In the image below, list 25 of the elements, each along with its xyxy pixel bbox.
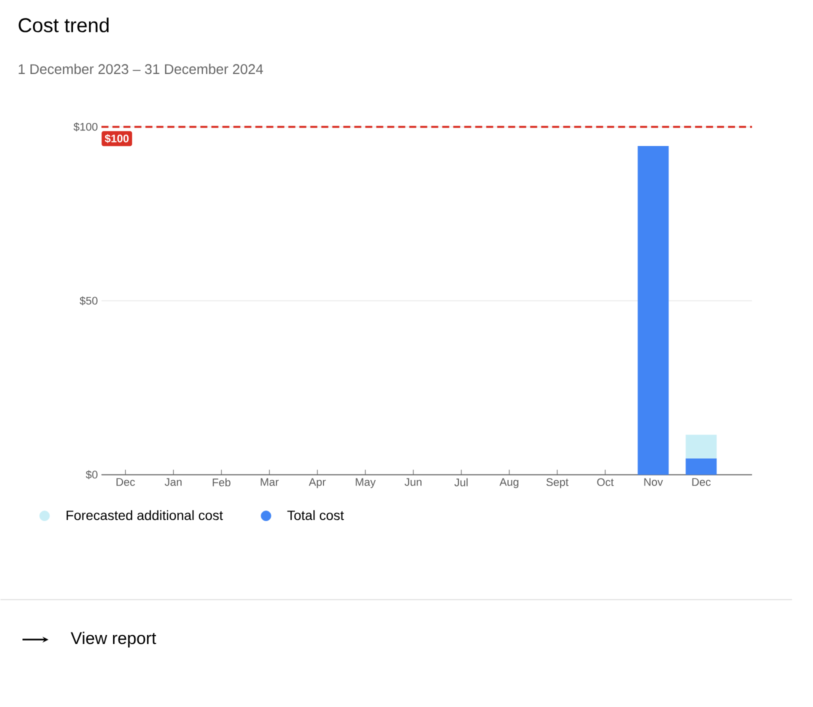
x-tick-label: Mar (260, 478, 279, 486)
x-tick-label: Feb (212, 478, 230, 487)
text: View report (70, 632, 156, 648)
x-tick-label: May (356, 478, 376, 488)
x-tick-label: Dec (116, 478, 135, 486)
x-tick-label: Dec (692, 478, 711, 486)
bar (686, 434, 717, 459)
bar (638, 146, 669, 475)
x-tick-label: Jan (164, 478, 182, 486)
x-tick-label: Oct (597, 478, 614, 486)
y-tick-label: $50 (80, 296, 98, 306)
x-tick-label: Apr (308, 478, 326, 488)
x-tick-label: Nov (644, 478, 663, 486)
ref-line-label: $100 (104, 134, 129, 144)
x-tick-label: Aug (500, 478, 518, 488)
x-tick-label: Jun (404, 478, 422, 486)
legend-label: Forecasted additional cost (66, 510, 223, 520)
y-tick-label: $0 (86, 470, 98, 480)
x-tick-label: Jul (454, 478, 468, 487)
x-tick-label: Sept (546, 478, 568, 488)
bar (686, 458, 717, 475)
y-tick-label: $100 (74, 122, 98, 132)
legend-label: Total cost (287, 510, 344, 520)
chart-subtitle: 1 December 2023 – 31 December 2024 (18, 64, 264, 74)
chart-title: Cost trend (18, 18, 109, 33)
